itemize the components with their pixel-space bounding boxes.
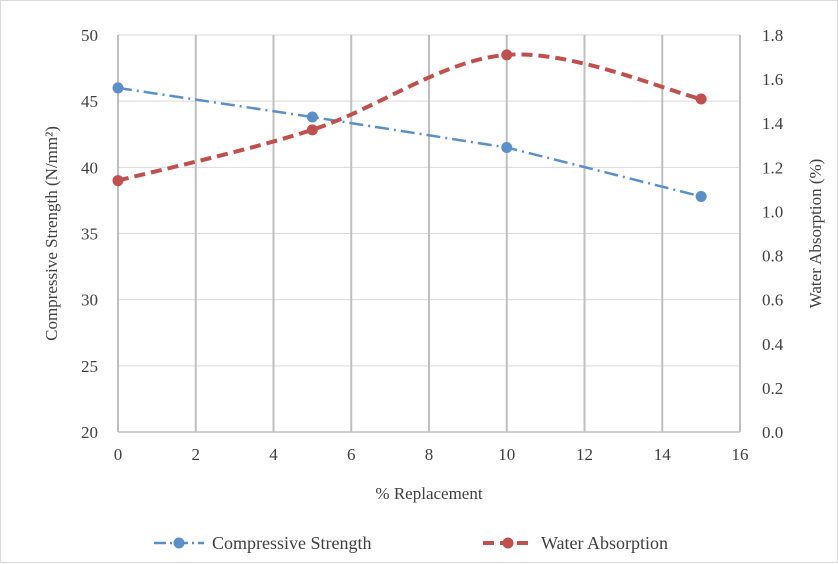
y2-tick-label: 1.0 xyxy=(762,202,783,221)
data-point-water-absorption xyxy=(695,93,707,105)
legend-marker-water-absorption xyxy=(502,537,514,549)
y2-tick-label: 0.4 xyxy=(762,335,784,354)
y2-tick-label: 1.2 xyxy=(762,158,783,177)
data-point-compressive-strength xyxy=(695,190,707,202)
data-point-compressive-strength xyxy=(501,141,513,153)
legend-label-water-absorption: Water Absorption xyxy=(541,533,668,553)
x-tick-label: 8 xyxy=(425,445,434,464)
x-axis-title: % Replacement xyxy=(375,484,482,503)
data-point-compressive-strength xyxy=(306,111,318,123)
x-tick-label: 2 xyxy=(192,445,201,464)
y2-tick-label: 1.4 xyxy=(762,114,784,133)
data-point-water-absorption xyxy=(112,175,124,187)
series-line-compressive-strength xyxy=(117,86,702,198)
y-axis-title: Compressive Strength (N/mm²) xyxy=(42,126,61,341)
y2-tick-label: 0.0 xyxy=(762,423,783,442)
x-tick-label: 10 xyxy=(498,445,515,464)
y-tick-label: 35 xyxy=(81,225,98,244)
x-tick-label: 12 xyxy=(576,445,593,464)
y2-tick-label: 0.2 xyxy=(762,379,783,398)
y-tick-label: 40 xyxy=(81,158,98,177)
legend: Compressive Strength Water Absorption xyxy=(154,533,668,553)
legend-marker-compressive-strength xyxy=(173,537,185,549)
x-tick-label: 16 xyxy=(732,445,749,464)
y-tick-label: 45 xyxy=(81,92,98,111)
grid xyxy=(117,34,741,433)
x-tick-label: 6 xyxy=(347,445,356,464)
x-tick-label: 4 xyxy=(269,445,278,464)
y2-tick-label: 1.6 xyxy=(762,70,783,89)
series-line-water-absorption xyxy=(117,52,702,183)
y-tick-label: 50 xyxy=(81,26,98,45)
y-tick-label: 30 xyxy=(81,291,98,310)
y2-tick-label: 0.8 xyxy=(762,247,783,266)
y-tick-label: 20 xyxy=(81,423,98,442)
legend-label-compressive-strength: Compressive Strength xyxy=(212,533,372,553)
data-point-water-absorption xyxy=(501,49,513,61)
axes: 20 25 30 35 40 45 50 0 2 4 6 8 10 12 14 16 0.0 0.2 0.4 0.6 0… xyxy=(81,26,784,464)
data-point-water-absorption xyxy=(306,124,318,136)
x-tick-label: 0 xyxy=(114,445,123,464)
y2-axis-title: Water Absorption (%) xyxy=(806,159,825,309)
y2-tick-label: 1.8 xyxy=(762,26,783,45)
y2-tick-label: 0.6 xyxy=(762,291,783,310)
data-point-compressive-strength xyxy=(112,82,124,94)
series xyxy=(112,49,707,202)
y-tick-label: 25 xyxy=(81,357,98,376)
x-tick-label: 14 xyxy=(654,445,672,464)
